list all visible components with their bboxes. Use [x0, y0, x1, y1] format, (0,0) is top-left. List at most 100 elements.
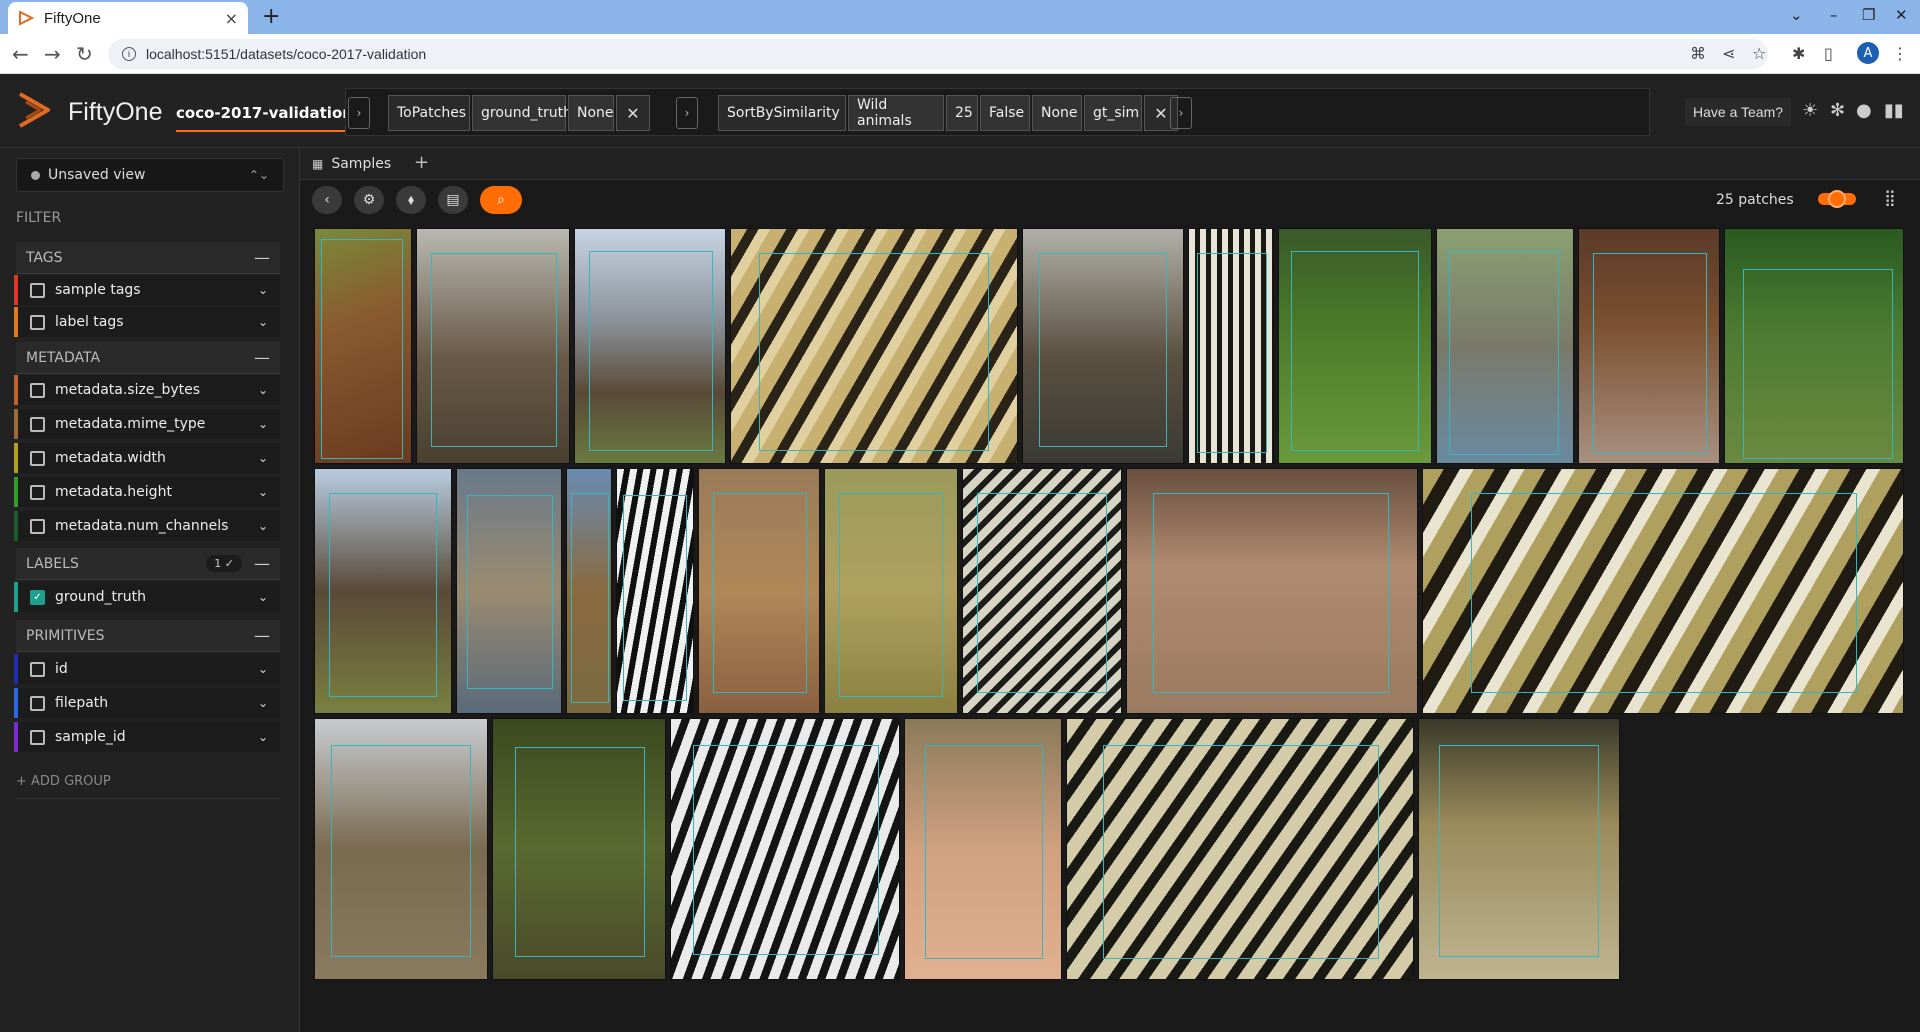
stage-param[interactable]: False: [980, 95, 1030, 131]
new-tab-button[interactable]: +: [262, 4, 281, 29]
patch-tile[interactable]: [456, 468, 562, 714]
checkbox[interactable]: [30, 382, 45, 398]
add-stage-chevron-icon[interactable]: ›: [676, 97, 698, 129]
patch-tile[interactable]: [1422, 468, 1904, 714]
patch-tile[interactable]: [1418, 718, 1620, 980]
field-size-bytes[interactable]: metadata.size_bytes ⌄: [14, 375, 280, 405]
add-stage-chevron-icon[interactable]: ›: [1170, 97, 1192, 129]
checkbox[interactable]: [30, 695, 45, 711]
minimize-icon[interactable]: –: [1830, 6, 1838, 24]
browser-tab[interactable]: FiftyOne ×: [8, 2, 248, 34]
tab-search-icon[interactable]: ⌄: [1790, 6, 1803, 24]
reload-icon[interactable]: ↻: [76, 42, 93, 66]
patch-tile[interactable]: [416, 228, 570, 464]
tab-samples[interactable]: ▦ Samples: [312, 148, 391, 180]
patch-tile[interactable]: [698, 468, 820, 714]
checkbox[interactable]: [30, 661, 45, 677]
chevron-down-icon[interactable]: ⌄: [257, 485, 268, 499]
checkbox[interactable]: [30, 484, 45, 500]
docs-book-icon[interactable]: ▮▮: [1884, 100, 1904, 121]
field-id[interactable]: id ⌄: [14, 654, 280, 684]
collapse-icon[interactable]: —: [254, 626, 270, 645]
stage-topatches[interactable]: ToPatches ?: [388, 95, 479, 131]
theme-sun-icon[interactable]: ☀: [1802, 100, 1819, 121]
checkbox-checked-icon[interactable]: ✓: [30, 589, 45, 605]
stage-param[interactable]: gt_sim: [1084, 95, 1142, 131]
patch-tile[interactable]: [904, 718, 1062, 980]
patch-tile[interactable]: [616, 468, 694, 714]
field-height[interactable]: metadata.height ⌄: [14, 477, 280, 507]
group-metadata[interactable]: METADATA —: [16, 342, 280, 374]
patch-tile[interactable]: [566, 468, 612, 714]
patch-tile[interactable]: [670, 718, 900, 980]
patch-tile[interactable]: [1724, 228, 1904, 464]
extensions-icon[interactable]: ✱: [1792, 44, 1806, 63]
checkbox[interactable]: [30, 282, 45, 298]
slack-icon[interactable]: ✻: [1830, 100, 1846, 121]
chevron-down-icon[interactable]: ⌄: [257, 417, 268, 431]
browser-menu-icon[interactable]: ⋮: [1892, 44, 1908, 63]
patch-tile[interactable]: [1066, 718, 1414, 980]
field-mime-type[interactable]: metadata.mime_type ⌄: [14, 409, 280, 439]
chevron-down-icon[interactable]: ⌄: [257, 696, 268, 710]
chevron-down-icon[interactable]: ⌄: [257, 451, 268, 465]
collapse-icon[interactable]: —: [254, 348, 270, 367]
collapse-icon[interactable]: —: [254, 554, 270, 573]
checkbox[interactable]: [30, 518, 45, 534]
field-sample-id[interactable]: sample_id ⌄: [14, 722, 280, 752]
tab-close-icon[interactable]: ×: [224, 8, 238, 28]
remove-stage-close-icon[interactable]: ✕: [1144, 95, 1178, 131]
stage-sortbysimilarity[interactable]: SortBySimilarity ?: [718, 95, 853, 131]
patch-tile[interactable]: [574, 228, 726, 464]
patch-tile[interactable]: [314, 468, 452, 714]
field-label-tags[interactable]: label tags ⌄: [14, 307, 280, 337]
have-a-team-button[interactable]: Have a Team?: [1685, 98, 1792, 126]
stage-param[interactable]: None: [568, 95, 614, 131]
chevron-down-icon[interactable]: ⌄: [257, 590, 268, 604]
field-num-channels[interactable]: metadata.num_channels ⌄: [14, 511, 280, 541]
profile-avatar[interactable]: A: [1857, 42, 1879, 64]
remove-stage-close-icon[interactable]: ✕: [616, 95, 650, 131]
chevron-down-icon[interactable]: ⌄: [257, 519, 268, 533]
field-filepath[interactable]: filepath ⌄: [14, 688, 280, 718]
add-stage-chevron-icon[interactable]: ›: [348, 97, 370, 129]
translate-icon[interactable]: ⌘: [1690, 44, 1706, 63]
collapse-icon[interactable]: —: [254, 248, 270, 267]
stage-param[interactable]: ground_truth: [472, 95, 572, 131]
saved-view-select[interactable]: Unsaved view ⌃⌄: [16, 158, 284, 192]
group-primitives[interactable]: PRIMITIVES —: [16, 620, 280, 652]
share-icon[interactable]: ⋖: [1722, 44, 1736, 63]
patch-tile[interactable]: [1436, 228, 1574, 464]
patch-tile[interactable]: [314, 718, 488, 980]
group-labels[interactable]: LABELS 1 ✓ —: [16, 548, 280, 580]
chevron-down-icon[interactable]: ⌄: [257, 283, 268, 297]
field-ground-truth[interactable]: ✓ ground_truth ⌄: [14, 582, 280, 612]
field-width[interactable]: metadata.width ⌄: [14, 443, 280, 473]
checkbox[interactable]: [30, 416, 45, 432]
stage-param[interactable]: None: [1032, 95, 1082, 131]
patch-tile[interactable]: [492, 718, 666, 980]
patch-tile[interactable]: [1022, 228, 1184, 464]
github-icon[interactable]: ●: [1856, 100, 1872, 121]
chevron-down-icon[interactable]: ⌄: [257, 315, 268, 329]
url-field[interactable]: i localhost:5151/datasets/coco-2017-vali…: [108, 39, 1768, 69]
patch-tile[interactable]: [1578, 228, 1720, 464]
patch-tile[interactable]: [730, 228, 1018, 464]
similarity-search-icon[interactable]: ⌕: [480, 186, 522, 214]
site-info-icon[interactable]: i: [122, 47, 136, 61]
restore-icon[interactable]: ❐: [1862, 6, 1876, 24]
close-window-icon[interactable]: ✕: [1895, 6, 1908, 24]
forward-icon[interactable]: →: [44, 42, 61, 66]
checkbox[interactable]: [30, 450, 45, 466]
chevron-down-icon[interactable]: ⌄: [257, 730, 268, 744]
checkbox[interactable]: [30, 314, 45, 330]
patches-icon[interactable]: ▤: [438, 186, 468, 214]
back-icon[interactable]: ←: [12, 42, 29, 66]
field-sample-tags[interactable]: sample tags ⌄: [14, 275, 280, 305]
checkbox[interactable]: [30, 729, 45, 745]
slider-knob[interactable]: [1828, 190, 1846, 208]
add-panel-button[interactable]: +: [414, 152, 430, 173]
patch-tile[interactable]: [824, 468, 958, 714]
patch-tile[interactable]: [314, 228, 412, 464]
grid-options-icon[interactable]: ⣿: [1884, 188, 1896, 207]
